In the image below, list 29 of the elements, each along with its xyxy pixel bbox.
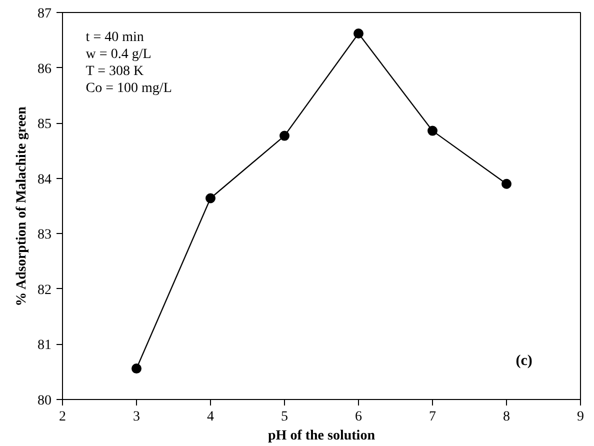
y-tick-label: 85 [38,117,52,132]
point [132,364,142,374]
x-tick-label: 8 [503,410,510,424]
y-tick-label: 86 [38,62,52,77]
y-axis-title: % Adsorption of Malachite green [14,106,30,306]
x-tick-label: 4 [207,410,214,424]
point [280,130,290,141]
y-tick-label: 82 [38,282,52,298]
point [428,126,438,136]
x-tick-label: 2 [59,410,66,424]
x-tick-label: 3 [133,410,140,424]
annotation: t = 40 min [86,30,144,46]
annotation: (c) [516,352,532,369]
y-tick-label: 87 [38,6,52,22]
annotation: w = 0.4 g/L [86,47,152,62]
x-tick-label: 7 [429,410,436,424]
x-tick-label: 9 [577,410,584,424]
annotation: Co = 100 mg/L [86,81,172,96]
y-tick-label: 84 [38,172,52,188]
y-tick-label: 81 [38,338,52,354]
x-tick-label: 6 [355,410,362,424]
x-axis-title: pH of the solution [268,428,376,444]
annotation: T = 308 K [86,64,144,80]
point [502,178,512,189]
point [206,193,216,204]
x-tick-label: 5 [281,410,288,424]
point [354,28,364,38]
y-tick-label: 80 [38,394,52,408]
y-tick-label: 83 [38,228,52,243]
